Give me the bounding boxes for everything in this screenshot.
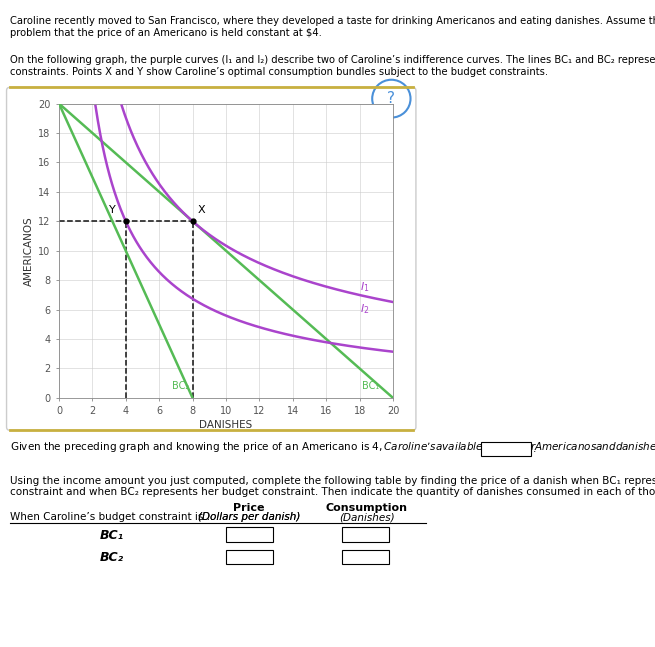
Text: Y: Y [109,205,116,215]
Text: X: X [198,205,205,215]
Text: When Caroline’s budget constraint is...: When Caroline’s budget constraint is... [10,512,214,522]
Text: ?: ? [387,91,396,106]
Text: Caroline recently moved to San Francisco, where they developed a taste for drink: Caroline recently moved to San Francisco… [10,16,655,38]
Text: Given the preceding graph and knowing the price of an Americano is $4, Caroline’: Given the preceding graph and knowing th… [10,440,655,454]
Text: BC₁: BC₁ [100,529,123,542]
Text: BC₂: BC₂ [172,380,189,391]
Text: Price: Price [233,503,265,513]
Text: (Dollars per danish): (Dollars per danish) [198,512,300,522]
X-axis label: DANISHES: DANISHES [199,421,253,430]
Text: BC₁: BC₁ [362,380,380,391]
Text: On the following graph, the purple curves (I₁ and I₂) describe two of Caroline’s: On the following graph, the purple curve… [10,55,655,76]
Text: Consumption: Consumption [326,503,408,513]
Text: $I_1$: $I_1$ [360,281,369,294]
Text: Using the income amount you just computed, complete the following table by findi: Using the income amount you just compute… [10,476,655,485]
Text: (Danishes): (Danishes) [339,512,394,522]
Text: .: . [533,444,536,454]
Text: $I_2$: $I_2$ [360,303,369,316]
Circle shape [372,80,411,118]
Y-axis label: AMERICANOS: AMERICANOS [24,216,34,285]
Text: (Dollars per danish): (Dollars per danish) [198,512,300,522]
Text: BC₂: BC₂ [100,551,123,564]
Text: constraint and when BC₂ represents her budget constraint. Then indicate the quan: constraint and when BC₂ represents her b… [10,487,655,496]
